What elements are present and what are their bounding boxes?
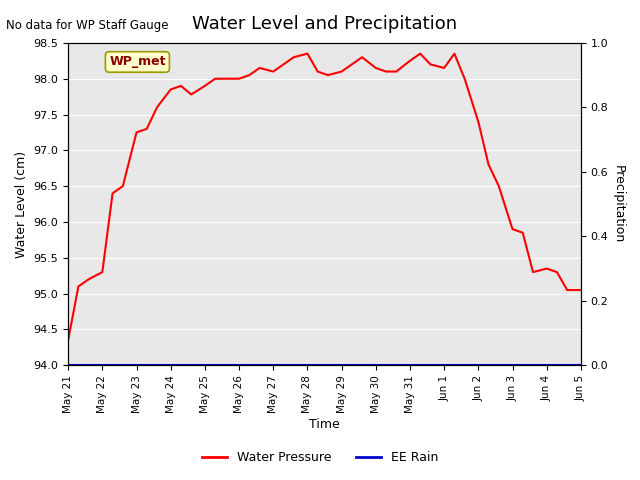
Water Pressure — [119, 183, 127, 189]
Text: No data for WP Staff Gauge: No data for WP Staff Gauge — [6, 19, 169, 32]
Water Pressure — [269, 69, 277, 74]
Water Pressure — [64, 337, 72, 343]
Water Pressure — [529, 269, 537, 275]
Water Pressure — [75, 284, 83, 289]
Water Pressure — [153, 105, 161, 110]
Water Pressure — [221, 76, 229, 82]
Water Pressure — [280, 61, 287, 67]
Water Pressure — [246, 72, 253, 78]
Water Pressure — [495, 183, 502, 189]
Water Pressure — [338, 69, 346, 74]
Water Pressure — [324, 72, 332, 78]
Water Pressure — [382, 69, 390, 74]
Water Pressure — [461, 76, 468, 82]
Water Pressure — [314, 69, 321, 74]
Water Pressure — [236, 76, 243, 82]
Water Pressure — [201, 83, 209, 89]
Water Pressure — [577, 287, 585, 293]
Title: Water Level and Precipitation: Water Level and Precipitation — [192, 15, 457, 33]
Water Pressure — [143, 126, 150, 132]
Water Pressure — [188, 92, 195, 97]
Water Pressure — [99, 269, 106, 275]
Y-axis label: Water Level (cm): Water Level (cm) — [15, 151, 28, 258]
Water Pressure — [509, 226, 516, 232]
Water Pressure — [474, 119, 482, 125]
Line: Water Pressure: Water Pressure — [68, 54, 581, 340]
X-axis label: Time: Time — [309, 419, 340, 432]
Water Pressure — [348, 61, 356, 67]
Water Pressure — [427, 61, 435, 67]
Water Pressure — [132, 130, 140, 135]
Water Pressure — [406, 58, 414, 64]
Water Pressure — [392, 69, 400, 74]
Water Pressure — [451, 51, 458, 57]
Text: WP_met: WP_met — [109, 56, 166, 69]
Water Pressure — [177, 83, 185, 89]
Water Pressure — [484, 162, 492, 168]
Water Pressure — [256, 65, 264, 71]
Water Pressure — [358, 54, 366, 60]
Water Pressure — [519, 230, 527, 236]
Water Pressure — [109, 191, 116, 196]
Legend: Water Pressure, EE Rain: Water Pressure, EE Rain — [196, 446, 444, 469]
Water Pressure — [553, 269, 561, 275]
Water Pressure — [303, 51, 311, 57]
Water Pressure — [563, 287, 571, 293]
Water Pressure — [85, 276, 93, 282]
Water Pressure — [417, 51, 424, 57]
Y-axis label: Precipitation: Precipitation — [612, 165, 625, 243]
Water Pressure — [290, 54, 298, 60]
Water Pressure — [440, 65, 448, 71]
Water Pressure — [167, 86, 175, 92]
Water Pressure — [372, 65, 380, 71]
Water Pressure — [543, 265, 550, 271]
Water Pressure — [211, 76, 219, 82]
